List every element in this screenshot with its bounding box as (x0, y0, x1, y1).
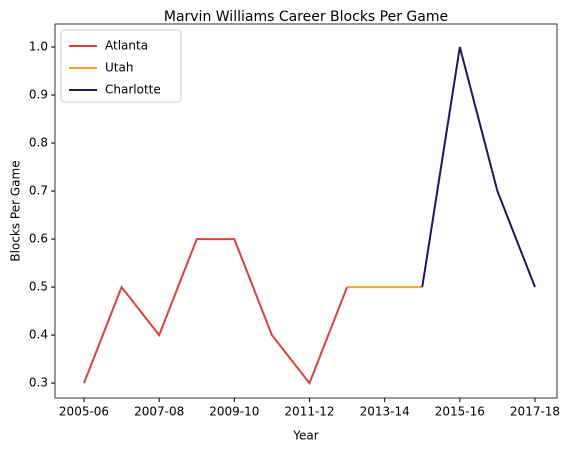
x-axis-label: Year (292, 429, 318, 443)
y-tick-label: 1.0 (29, 40, 48, 54)
x-tick-label: 2009-10 (209, 405, 259, 419)
y-tick-label: 0.3 (29, 376, 48, 390)
legend-label: Atlanta (105, 39, 148, 53)
x-tick-label: 2017-18 (510, 405, 560, 419)
x-tick-label: 2007-08 (134, 405, 184, 419)
chart-title: Marvin Williams Career Blocks Per Game (164, 9, 448, 25)
x-tick-label: 2011-12 (284, 405, 334, 419)
x-tick-label: 2005-06 (59, 405, 109, 419)
line-series (421, 46, 536, 288)
x-tick-label: 2015-16 (435, 405, 485, 419)
plot-area (54, 23, 558, 399)
x-tick-label: 2013-14 (360, 405, 410, 419)
legend-label: Utah (105, 61, 133, 75)
legend-label: Charlotte (105, 83, 161, 97)
y-tick-label: 0.6 (29, 232, 48, 246)
y-tick-label: 0.8 (29, 136, 48, 150)
y-tick-label: 0.5 (29, 280, 48, 294)
line-series (83, 238, 349, 386)
y-tick-label: 0.9 (29, 88, 48, 102)
y-tick-label: 0.7 (29, 184, 48, 198)
legend-box (60, 29, 182, 103)
y-axis-label: Blocks Per Game (9, 160, 23, 261)
y-tick-label: 0.4 (29, 328, 48, 342)
